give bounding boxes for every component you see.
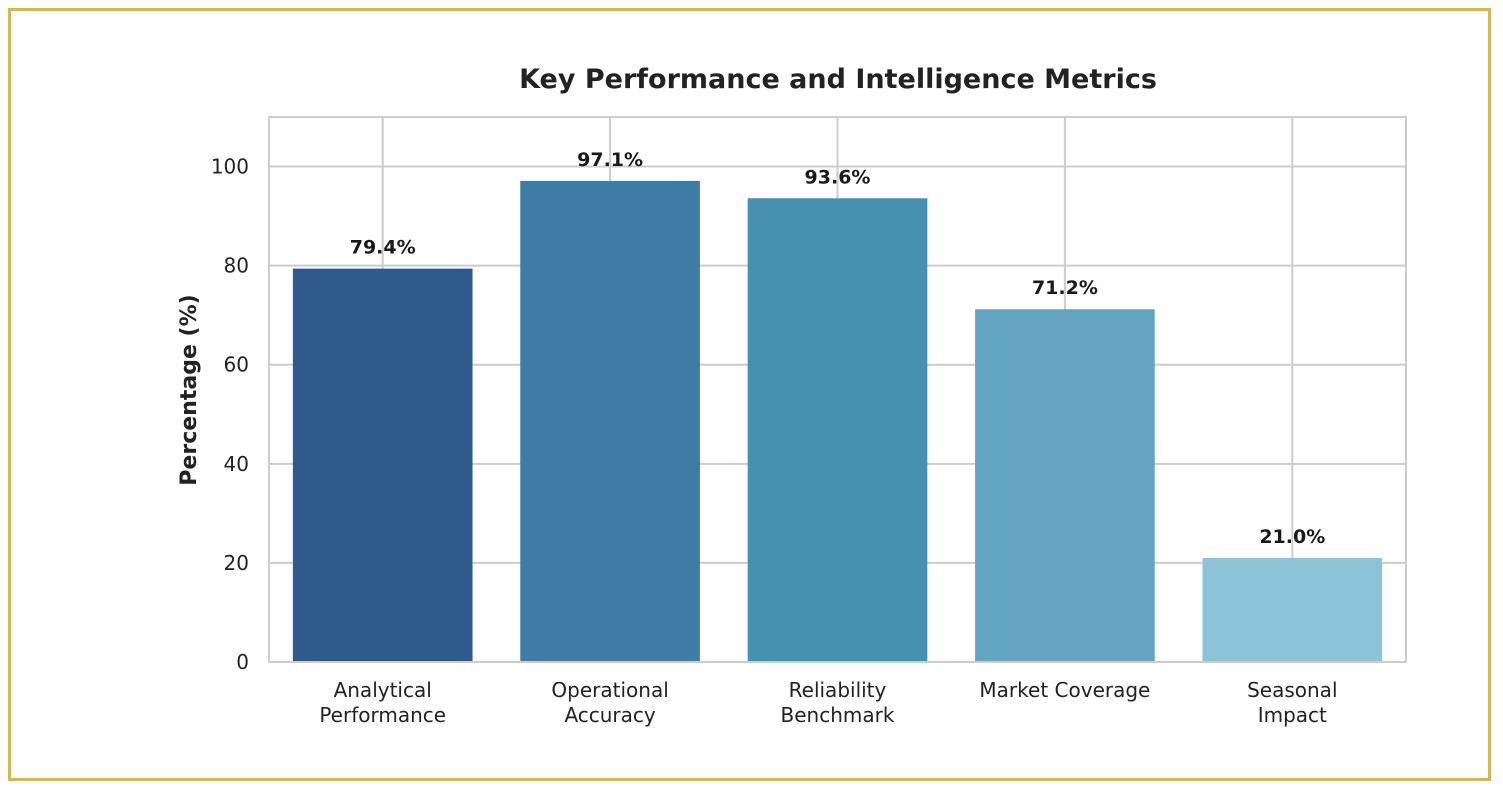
x-tick-label: Seasonal xyxy=(1247,678,1337,702)
x-tick-label: Reliability xyxy=(789,678,887,702)
bar-value-label: 21.0% xyxy=(1259,526,1325,548)
plot-area-border xyxy=(268,116,1407,663)
x-tick-label: Benchmark xyxy=(781,703,895,727)
bar-value-label: 93.6% xyxy=(805,166,871,188)
y-tick-label: 40 xyxy=(224,452,249,476)
bar-value-label: 97.1% xyxy=(577,149,643,171)
x-tick-label: Analytical xyxy=(334,678,432,702)
y-tick-label: 20 xyxy=(224,551,249,575)
x-tick-label: Accuracy xyxy=(564,703,655,727)
y-tick-label: 60 xyxy=(224,353,249,377)
bar xyxy=(747,198,928,662)
bars xyxy=(292,180,1383,662)
bar-value-label: 71.2% xyxy=(1032,277,1098,299)
x-tick-label: Market Coverage xyxy=(979,678,1150,702)
chart-title: Key Performance and Intelligence Metrics xyxy=(519,64,1157,95)
bar xyxy=(975,309,1155,662)
bar xyxy=(1202,557,1383,662)
x-tick-label: Impact xyxy=(1258,703,1327,727)
value-labels: 79.4% 97.1% 93.6% 71.2% 21.0% xyxy=(350,149,1326,548)
y-axis-label: Percentage (%) xyxy=(177,294,202,485)
bar xyxy=(292,268,473,662)
y-axis-ticks: 0 20 40 60 80 100 xyxy=(211,155,249,674)
y-tick-label: 80 xyxy=(224,254,249,278)
x-tick-label: Performance xyxy=(319,703,446,727)
bar-value-label: 79.4% xyxy=(350,237,416,259)
y-tick-label: 100 xyxy=(211,155,249,179)
x-tick-label: Operational xyxy=(551,678,668,702)
bar xyxy=(520,180,700,662)
y-tick-label: 0 xyxy=(236,650,249,674)
